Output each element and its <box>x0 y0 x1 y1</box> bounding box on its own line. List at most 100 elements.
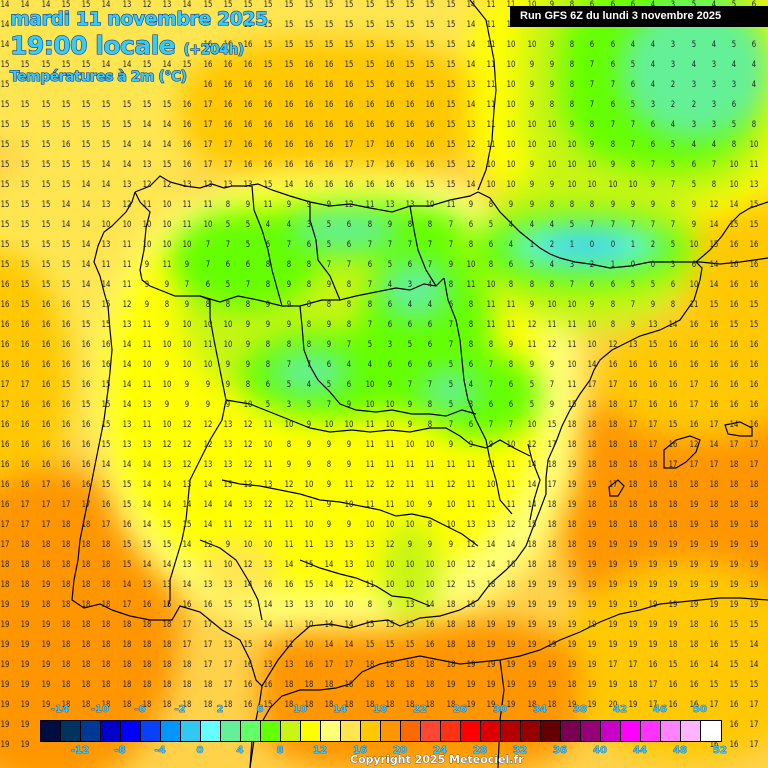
temperature-value: 16 <box>61 320 71 330</box>
temperature-value: 13 <box>344 540 354 550</box>
temperature-value: 14 <box>527 500 536 510</box>
temperature-value: 15 <box>729 680 739 690</box>
temperature-value: 14 <box>709 660 719 670</box>
temperature-value: 9 <box>691 200 696 210</box>
temperature-value: 18 <box>749 500 759 510</box>
legend-swatch <box>341 721 361 741</box>
temperature-value: 10 <box>203 220 212 230</box>
temperature-value: 16 <box>365 180 374 190</box>
temperature-value: 8 <box>367 300 372 310</box>
temperature-value: 12 <box>182 420 192 430</box>
temperature-value: 7 <box>347 260 352 270</box>
temperature-value: 15 <box>405 20 415 30</box>
temperature-value: 12 <box>284 480 293 490</box>
temperature-value: 9 <box>326 320 332 330</box>
temperature-value: 17 <box>344 660 354 670</box>
temperature-value: 10 <box>405 500 415 510</box>
temperature-value: 8 <box>347 320 352 330</box>
temperature-value: 14 <box>527 480 536 490</box>
legend-swatch <box>301 721 321 741</box>
temperature-value: 16 <box>648 400 658 410</box>
forecast-local-time: 19:00 locale <box>9 31 176 61</box>
temperature-value: 18 <box>547 500 557 510</box>
temperature-value: 10 <box>506 80 516 90</box>
temperature-value: 19 <box>608 620 617 630</box>
temperature-value: 15 <box>425 0 435 10</box>
temperature-value: 11 <box>567 340 577 350</box>
temperature-value: 16 <box>243 100 253 110</box>
temperature-value: 18 <box>101 700 111 710</box>
temperature-value: 6 <box>347 220 352 230</box>
temperature-value: 11 <box>284 640 293 650</box>
temperature-value: 10 <box>365 380 374 390</box>
temperature-value: 6 <box>428 320 433 330</box>
temperature-value: 8 <box>529 280 534 290</box>
temperature-value: 10 <box>243 400 253 410</box>
temperature-value: 11 <box>182 220 192 230</box>
temperature-value: 7 <box>488 380 494 390</box>
temperature-value: 15 <box>446 60 455 70</box>
temperature-value: 8 <box>488 260 494 270</box>
temperature-value: 3 <box>711 120 716 130</box>
temperature-value: 18 <box>506 580 516 590</box>
temperature-value: 13 <box>142 580 152 590</box>
temperature-value: 16 <box>689 360 698 370</box>
temperature-value: 15 <box>284 40 293 50</box>
temperature-value: 18 <box>304 680 314 690</box>
temperature-value: 11 <box>142 200 152 210</box>
temperature-value: 16 <box>61 140 71 150</box>
temperature-value: 8 <box>731 140 737 150</box>
temperature-value: 11 <box>365 440 374 450</box>
temperature-value: 15 <box>668 420 678 430</box>
temperature-value: 18 <box>608 400 617 410</box>
temperature-value: 18 <box>81 620 91 630</box>
temperature-value: 10 <box>446 520 455 530</box>
temperature-value: 6 <box>509 400 514 410</box>
temperature-value: 14 <box>324 580 334 590</box>
temperature-value: 9 <box>286 320 291 330</box>
temperature-value: 16 <box>304 660 314 670</box>
temperature-value: 19 <box>668 560 678 570</box>
temperature-value: 7 <box>326 400 332 410</box>
temperature-value: 17 <box>344 160 354 170</box>
temperature-value: 9 <box>286 280 291 290</box>
temperature-value: 8 <box>225 300 230 310</box>
temperature-value: 16 <box>668 380 678 390</box>
temperature-value: 16 <box>203 600 212 610</box>
temperature-value: 16 <box>405 160 415 170</box>
temperature-value: 9 <box>650 180 656 190</box>
temperature-value: 18 <box>405 680 415 690</box>
temperature-value: 4 <box>428 300 433 310</box>
temperature-value: 6 <box>266 240 271 250</box>
temperature-value: 19 <box>709 560 719 570</box>
temperature-value: 16 <box>41 340 50 350</box>
temperature-value: 14 <box>466 180 476 190</box>
legend-label: 22 <box>413 704 428 716</box>
temperature-value: 6 <box>326 360 332 370</box>
temperature-value: 15 <box>304 20 314 30</box>
temperature-value: 3 <box>671 260 676 270</box>
temperature-value: 10 <box>344 500 354 510</box>
temperature-value: 18 <box>567 520 577 530</box>
temperature-value: 17 <box>182 640 192 650</box>
temperature-value: 2 <box>671 80 676 90</box>
temperature-value: 10 <box>162 200 172 210</box>
temperature-value: 10 <box>101 220 111 230</box>
temperature-value: 15 <box>385 40 395 50</box>
temperature-value: 13 <box>182 560 192 570</box>
temperature-value: 14 <box>142 140 152 150</box>
temperature-value: 13 <box>182 180 192 190</box>
temperature-value: 10 <box>385 560 395 570</box>
temperature-value: 16 <box>648 380 658 390</box>
temperature-value: 18 <box>81 700 91 710</box>
temperature-value: 16 <box>709 360 719 370</box>
temperature-value: 15 <box>749 680 759 690</box>
temperature-value: 18 <box>142 700 152 710</box>
temperature-value: 0 <box>630 260 635 270</box>
temperature-value: 18 <box>486 580 496 590</box>
temperature-value: 9 <box>326 280 332 290</box>
temperature-value: 12 <box>243 560 253 570</box>
temperature-value: 9 <box>347 400 352 410</box>
temperature-value: 8 <box>306 280 311 290</box>
legend-label: 44 <box>633 745 648 757</box>
